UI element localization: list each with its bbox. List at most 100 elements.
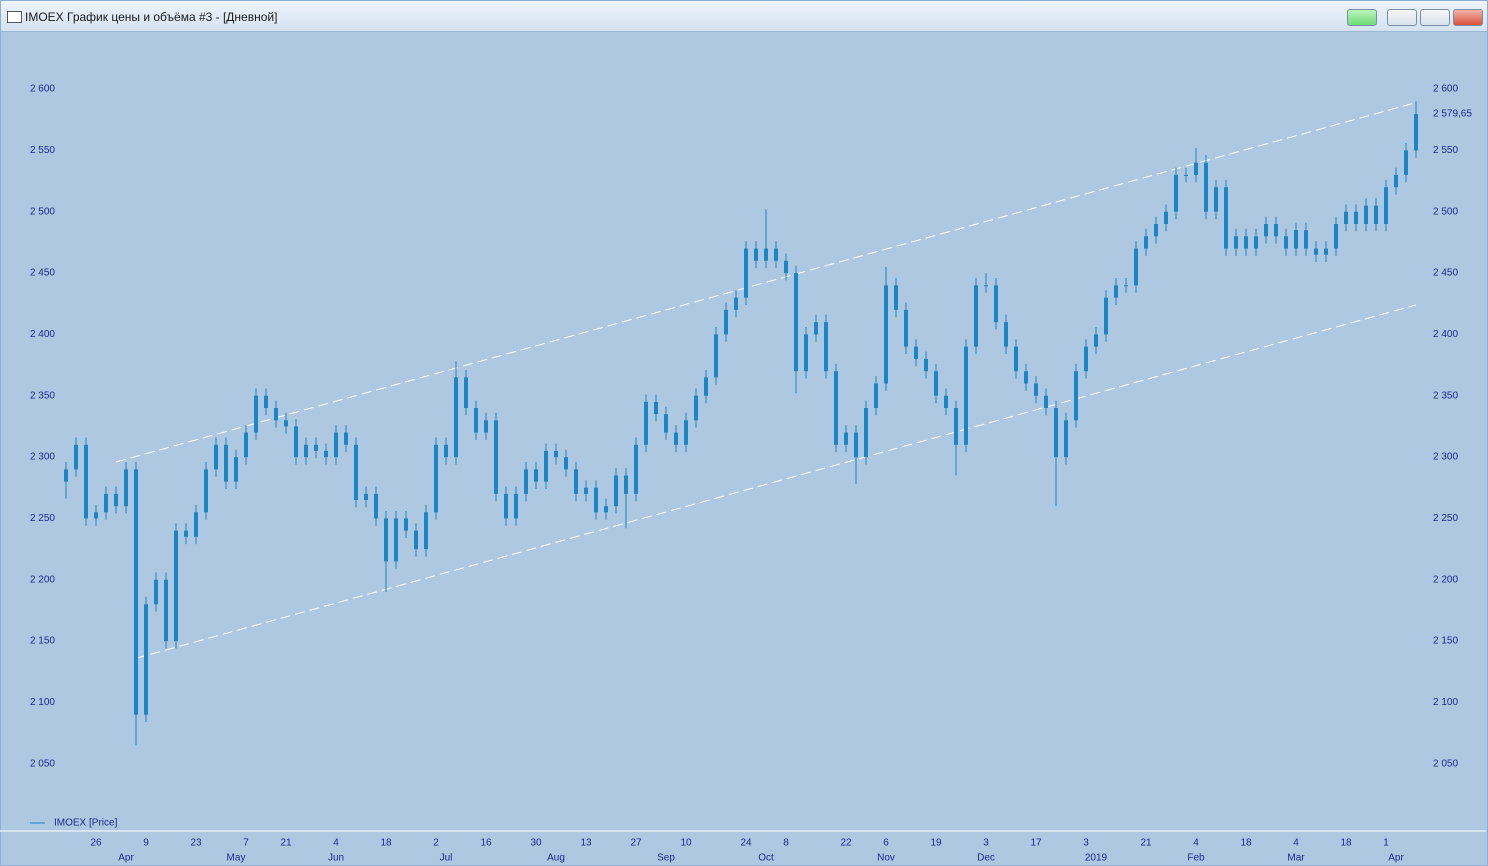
- candle-body: [544, 450, 548, 482]
- candle-body: [1024, 371, 1028, 384]
- x-month-label: Apr: [1388, 853, 1404, 864]
- candle-body: [284, 420, 288, 427]
- candle-body: [454, 377, 458, 458]
- x-month-label: Dec: [977, 853, 995, 864]
- candle-body: [264, 395, 268, 409]
- y2-tick-label: 2 400: [1433, 329, 1458, 340]
- window-icon: [7, 11, 22, 23]
- y2-tick-label: 2 300: [1433, 452, 1458, 463]
- x-tick-label: 10: [680, 838, 692, 849]
- candle-body: [884, 285, 888, 384]
- candle-body: [994, 285, 998, 323]
- candle-body: [334, 432, 338, 458]
- candle-body: [844, 432, 848, 445]
- candle-body: [1174, 174, 1178, 212]
- x-tick-label: 4: [333, 838, 339, 849]
- candle-body: [954, 408, 958, 445]
- candle-body: [154, 579, 158, 605]
- candle-body: [534, 469, 538, 482]
- candle-body: [354, 444, 358, 501]
- x-month-label: Mar: [1287, 853, 1305, 864]
- candle-body: [834, 371, 838, 445]
- candle-body: [1374, 205, 1378, 225]
- candle-body: [794, 273, 798, 372]
- candle-body: [1384, 187, 1388, 225]
- x-tick-label: 1: [1383, 838, 1389, 849]
- candle-body: [574, 469, 578, 494]
- candle-body: [804, 334, 808, 372]
- candle-body: [414, 530, 418, 550]
- y2-tick-label: 2 150: [1433, 636, 1458, 647]
- candle-body: [784, 260, 788, 274]
- maximize-button[interactable]: [1420, 9, 1450, 26]
- candle-body: [824, 322, 828, 372]
- y-tick-label: 2 050: [30, 758, 55, 769]
- x-tick-label: 19: [930, 838, 942, 849]
- candle-body: [1284, 236, 1288, 249]
- candle-body: [1254, 236, 1258, 249]
- candle-body: [1124, 285, 1128, 287]
- candle-body: [874, 383, 878, 409]
- x-tick-label: 22: [840, 838, 852, 849]
- x-tick-label: 4: [1293, 838, 1299, 849]
- y2-tick-label: 2 500: [1433, 206, 1458, 217]
- x-tick-label: 17: [1030, 838, 1042, 849]
- y2-tick-label: 2 450: [1433, 268, 1458, 279]
- link-button[interactable]: [1347, 9, 1377, 26]
- y2-tick-label: 2 600: [1433, 84, 1458, 95]
- candle-body: [924, 358, 928, 372]
- candle-body: [1224, 187, 1228, 249]
- candle-body: [64, 469, 68, 482]
- x-month-label: 2019: [1085, 853, 1108, 864]
- y-tick-label: 2 300: [30, 452, 55, 463]
- candle-body: [1324, 248, 1328, 255]
- candle-body: [1344, 211, 1348, 225]
- candle-body: [464, 377, 468, 409]
- y2-tick-label: 2 250: [1433, 513, 1458, 524]
- y2-tick-label: 2 350: [1433, 390, 1458, 401]
- candle-body: [1034, 383, 1038, 396]
- candle-body: [754, 248, 758, 261]
- candle-body: [734, 297, 738, 310]
- candle-body: [1314, 248, 1318, 255]
- candle-body: [974, 285, 978, 347]
- x-tick-label: 18: [380, 838, 392, 849]
- x-month-label: Jul: [440, 853, 453, 864]
- candle-body: [194, 512, 198, 537]
- candle-body: [504, 493, 508, 519]
- minimize-button[interactable]: [1387, 9, 1417, 26]
- candle-body: [224, 444, 228, 482]
- x-tick-label: 30: [530, 838, 542, 849]
- y-tick-label: 2 200: [30, 574, 55, 585]
- candle-body: [1214, 187, 1218, 212]
- close-button[interactable]: [1453, 9, 1483, 26]
- candle-body: [134, 469, 138, 715]
- candle-body: [1294, 230, 1298, 249]
- candle-body: [234, 457, 238, 482]
- candle-body: [1074, 371, 1078, 421]
- candle-body: [684, 420, 688, 445]
- candle-body: [704, 377, 708, 396]
- x-month-label: Apr: [118, 853, 134, 864]
- x-tick-label: 16: [480, 838, 492, 849]
- candle-body: [1014, 346, 1018, 372]
- y2-tick-label: 2 100: [1433, 697, 1458, 708]
- x-tick-label: 9: [143, 838, 149, 849]
- x-month-label: Sep: [657, 853, 675, 864]
- candle-body: [1364, 205, 1368, 225]
- candle-body: [694, 395, 698, 421]
- y-tick-label: 2 450: [30, 268, 55, 279]
- candle-body: [524, 469, 528, 494]
- legend-label: IMOEX [Price]: [54, 818, 118, 829]
- candle-body: [1134, 248, 1138, 286]
- candle-body: [584, 487, 588, 494]
- candle-body: [1414, 114, 1418, 151]
- candle-body: [1104, 297, 1108, 335]
- x-tick-label: 3: [983, 838, 989, 849]
- y-tick-label: 2 350: [30, 390, 55, 401]
- x-tick-label: 18: [1340, 838, 1352, 849]
- y-tick-label: 2 150: [30, 636, 55, 647]
- title-bar: IMOEX График цены и объёма #3 - [Дневной…: [1, 1, 1487, 32]
- candle-body: [1114, 285, 1118, 298]
- candle-body: [1084, 346, 1088, 372]
